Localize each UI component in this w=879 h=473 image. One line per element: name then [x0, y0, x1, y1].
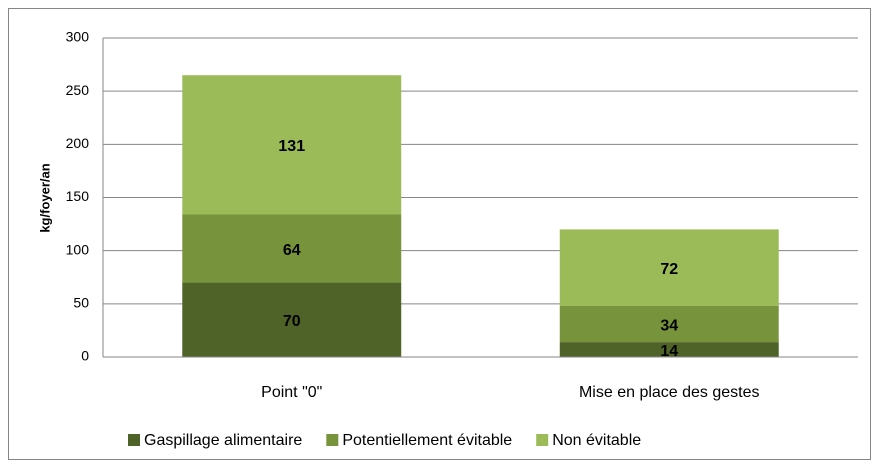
legend-label: Gaspillage alimentaire	[144, 432, 302, 449]
legend-swatch	[326, 434, 339, 446]
bar-segment	[559, 229, 779, 306]
bar-segment	[559, 305, 779, 343]
bar-segment	[559, 342, 779, 357]
data-label: 72	[660, 261, 678, 278]
data-label: 34	[660, 317, 678, 334]
y-tick-label: 50	[73, 295, 89, 311]
y-tick-label: 250	[66, 82, 90, 98]
bar-segment	[182, 282, 402, 357]
y-tick-label: 0	[81, 348, 89, 364]
y-tick-label: 200	[66, 135, 90, 151]
y-tick-label: 150	[66, 188, 90, 204]
data-label: 14	[660, 343, 678, 360]
data-label: 64	[283, 242, 301, 259]
data-label: 131	[278, 138, 305, 155]
bar-segment	[182, 75, 402, 215]
x-tick-label: Point "0"	[261, 384, 322, 401]
legend-swatch	[536, 434, 549, 446]
y-tick-label: 300	[66, 29, 90, 45]
legend-label: Potentiellement évitable	[342, 432, 512, 449]
x-tick-label: Mise en place des gestes	[579, 384, 760, 401]
legend-swatch	[128, 434, 140, 446]
legend-label: Non évitable	[552, 432, 641, 449]
y-tick-label: 100	[66, 241, 90, 257]
bar-segment	[182, 214, 402, 283]
y-axis-label: kg/foyer/an	[37, 163, 52, 232]
data-label: 70	[283, 313, 301, 330]
